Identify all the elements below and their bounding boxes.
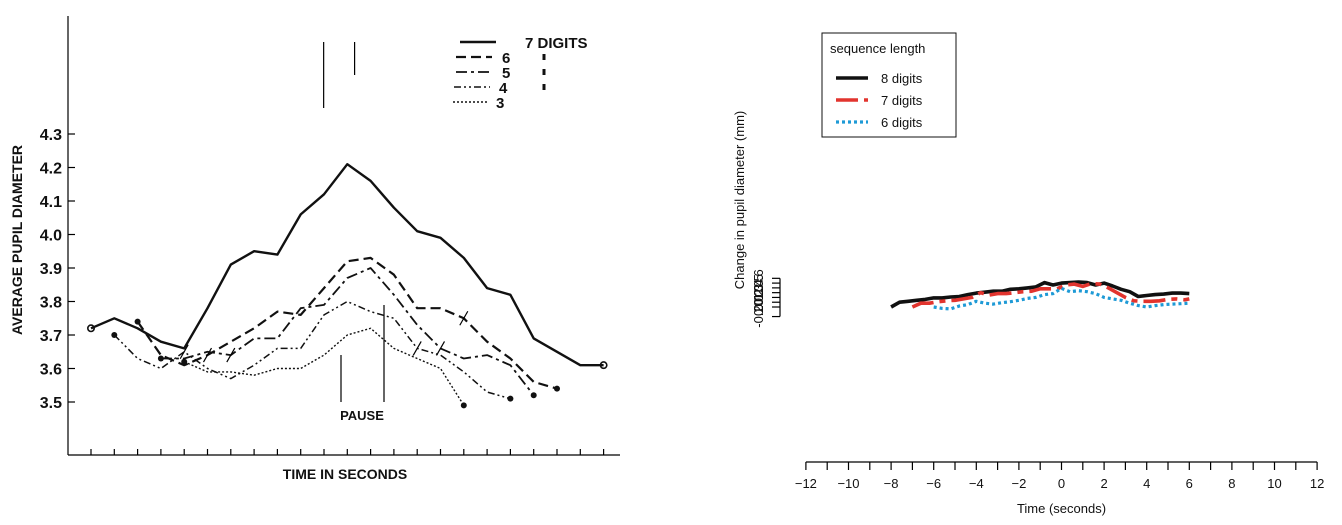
series-tick-mark xyxy=(179,344,189,360)
y-tick-label: 0.5 xyxy=(751,274,766,292)
y-tick-label: 0.4 xyxy=(751,279,766,297)
legend-label: 7 DIGITS xyxy=(525,35,588,52)
x-tick-label: 6 xyxy=(1186,476,1193,491)
series-endpoint xyxy=(460,402,467,409)
series-line-4 xyxy=(113,300,511,400)
series-tick-mark xyxy=(226,347,236,363)
legend-label: 3 xyxy=(496,95,504,112)
legend-label: 6 digits xyxy=(881,115,923,130)
series-tick-mark xyxy=(412,341,422,356)
x-tick-label: −12 xyxy=(795,476,817,491)
y-tick-label: 4.3 xyxy=(40,127,62,144)
x-tick-label: 10 xyxy=(1267,476,1281,491)
x-tick-label: 2 xyxy=(1100,476,1107,491)
y-tick-label: 0.1 xyxy=(751,293,766,311)
series-endpoint xyxy=(181,358,188,365)
x-tick-label: −8 xyxy=(884,476,899,491)
y-tick-label: 3.5 xyxy=(40,395,62,412)
y-tick-label: 3.8 xyxy=(40,295,62,312)
x-tick-label: 12 xyxy=(1310,476,1324,491)
legend-title: sequence length xyxy=(830,41,925,56)
series-endpoint xyxy=(599,361,608,370)
y-tick-label: 0.3 xyxy=(751,284,766,302)
series-line-1 xyxy=(890,280,1190,309)
x-axis-label: TIME IN SECONDS xyxy=(283,466,407,482)
y-tick-label: 3.7 xyxy=(40,328,62,345)
series-endpoint xyxy=(507,395,514,402)
legend-label: 4 xyxy=(499,80,508,97)
x-tick-label: 8 xyxy=(1228,476,1235,491)
y-tick-label: 3.6 xyxy=(40,362,62,379)
x-tick-label: 0 xyxy=(1058,476,1065,491)
legend-label: 5 xyxy=(502,65,510,82)
legend-label: 7 digits xyxy=(881,93,923,108)
y-tick-label: 0.6 xyxy=(751,269,766,287)
series-endpoint xyxy=(87,324,96,333)
series-endpoint xyxy=(554,385,560,392)
y-tick-label: 4.0 xyxy=(40,228,62,245)
legend-label: 6 xyxy=(502,50,510,67)
series-tick-mark xyxy=(435,341,446,356)
series-endpoint xyxy=(530,392,537,399)
legend-label: 8 digits xyxy=(881,71,923,86)
y-tick-label: 0.2 xyxy=(751,288,766,306)
series-endpoint xyxy=(157,355,164,362)
x-tick-label: −10 xyxy=(837,476,859,491)
pause-label: PAUSE xyxy=(340,408,384,423)
series-line-3 xyxy=(933,286,1190,311)
x-tick-label: −4 xyxy=(969,476,984,491)
left-chart: 4.3 4.2 4.1 4.0 3.9 3.8 3.7 3.6 3.5 AVERAGE PUPIL… xyxy=(9,16,620,482)
y-axis-label: AVERAGE PUPIL DIAMETER xyxy=(9,145,25,335)
series-tick-mark xyxy=(202,347,213,363)
y-tick-label: 4.1 xyxy=(40,194,62,211)
x-tick-label: −2 xyxy=(1011,476,1026,491)
series-line-5 xyxy=(183,327,465,406)
y-tick-label: 4.2 xyxy=(40,161,62,178)
y-tick-label: 0.0 xyxy=(751,298,766,316)
series-line-2 xyxy=(911,281,1190,309)
series-line-3 xyxy=(160,267,535,396)
x-axis-label: Time (seconds) xyxy=(1017,501,1106,516)
series-endpoint xyxy=(111,332,118,338)
series-endpoint xyxy=(134,318,141,325)
y-tick-label: 3.9 xyxy=(40,261,62,278)
legend-box xyxy=(821,32,957,138)
y-axis-label: Change in pupil diameter (mm) xyxy=(732,111,747,289)
x-tick-label: 4 xyxy=(1143,476,1150,491)
series-tick-mark xyxy=(459,310,469,326)
x-tick-label: −6 xyxy=(926,476,941,491)
series-line-1 xyxy=(90,162,604,367)
y-tick-label: -0.2 xyxy=(751,305,766,327)
